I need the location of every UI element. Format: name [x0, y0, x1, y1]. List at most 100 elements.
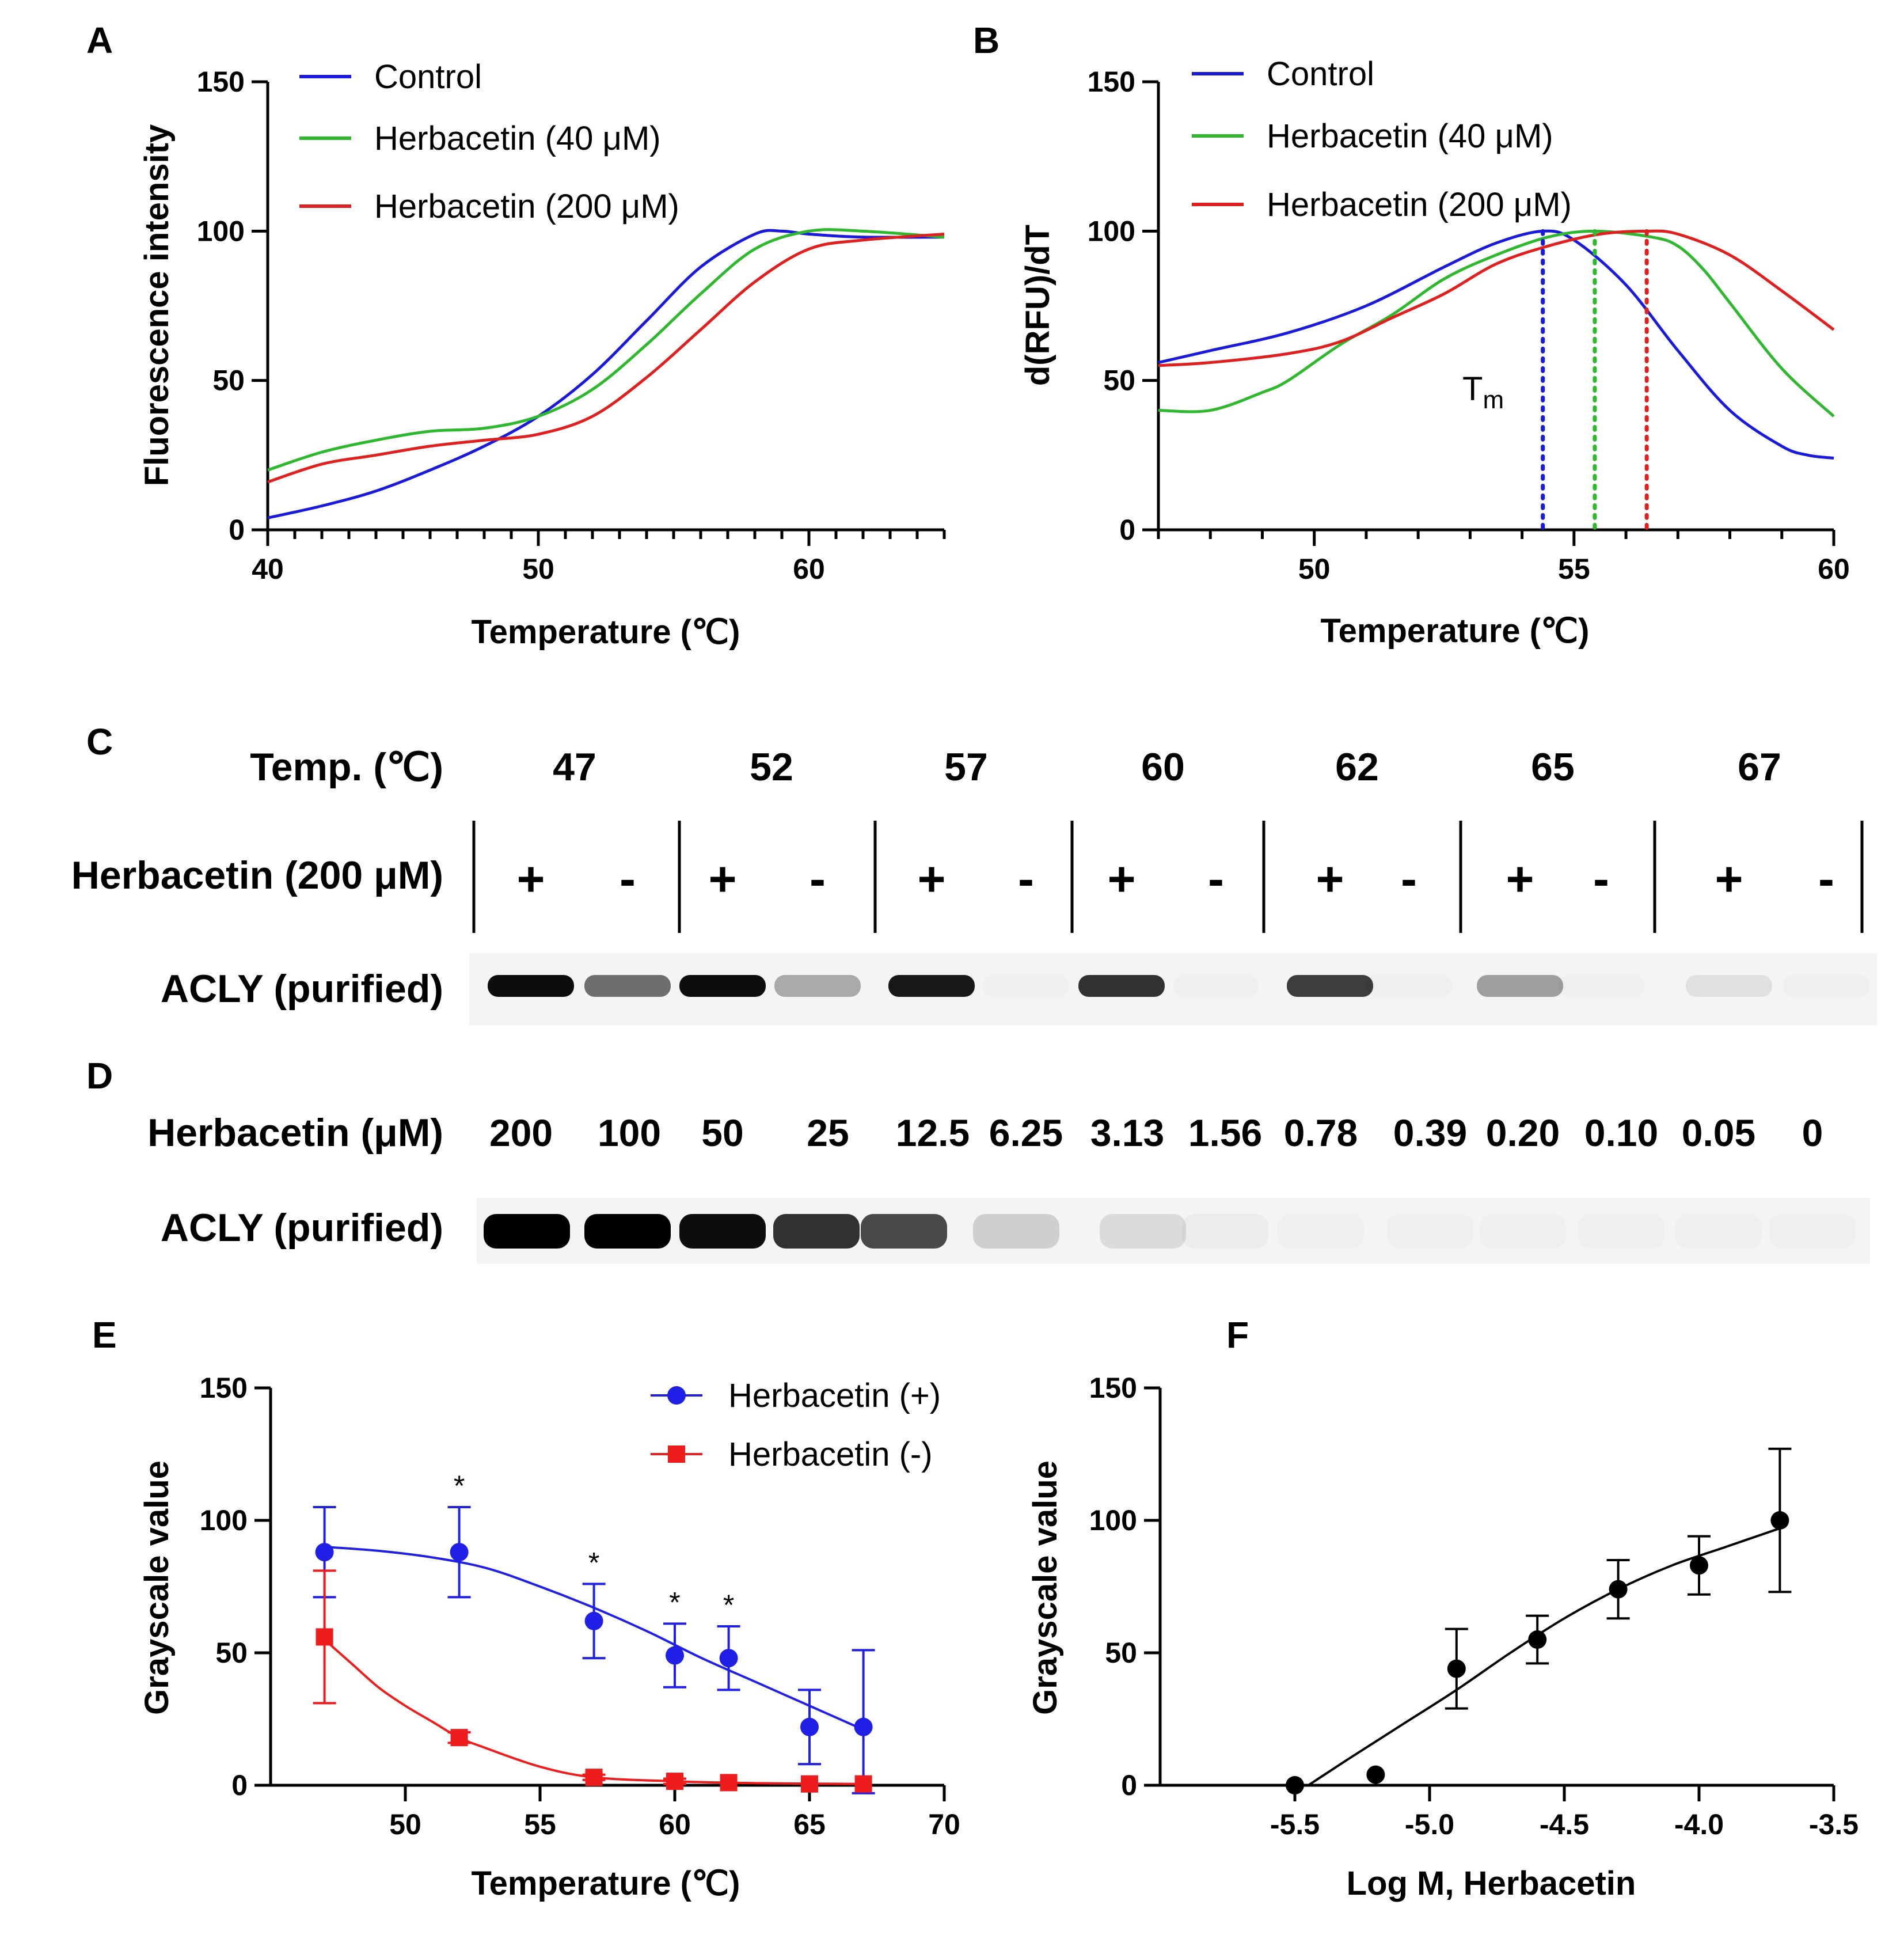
chart-e-point-plus	[719, 1649, 738, 1668]
chart-a-y-tick-label: 50	[212, 365, 245, 397]
chart-e-point-plus	[854, 1717, 873, 1736]
chart-b-series-line	[1158, 229, 1834, 460]
chart-e-y-tick-label: 0	[231, 1769, 248, 1801]
panel-c-band	[1173, 975, 1259, 997]
panel-d-band	[1182, 1214, 1268, 1249]
chart-e-fit-line	[324, 1638, 864, 1785]
chart-f-y-tick-label: 50	[1105, 1637, 1137, 1669]
chart-b-legend-label: Herbacetin (40 μM)	[1267, 117, 1553, 155]
chart-e-x-label: Temperature (℃)	[472, 1865, 740, 1902]
chart-e-x-tick-label: 70	[928, 1808, 960, 1841]
panel-d-band	[584, 1214, 671, 1249]
chart-e-significance: *	[588, 1546, 599, 1579]
chart-a-series-line	[267, 229, 945, 519]
chart-e-point-plus	[450, 1543, 469, 1562]
chart-a-legend-label: Herbacetin (40 μM)	[374, 120, 661, 157]
panel-d-conc-value: 0.05	[1682, 1111, 1755, 1154]
chart-e-point-minus	[666, 1773, 683, 1790]
chart-f-y-label: Grayscale value	[1027, 1460, 1064, 1715]
chart-e-legend-label: Herbacetin (+)	[728, 1377, 941, 1414]
chart-b-y-tick-label: 100	[1088, 215, 1135, 247]
chart-a-series-line	[267, 228, 945, 472]
panel-c-sign: -	[1208, 852, 1224, 906]
panel-c-temp-value: 57	[944, 745, 988, 789]
chart-e-point-minus	[854, 1775, 872, 1793]
panel-c-temp-value: 65	[1531, 745, 1575, 789]
chart-e-x-tick-label: 65	[793, 1808, 826, 1841]
chart-b-x-tick-label: 55	[1558, 553, 1590, 585]
panel-d-blot-label: ACLY (purified)	[161, 1206, 443, 1250]
panel-d-band	[1675, 1214, 1762, 1249]
panel-c-sign: +	[1506, 852, 1534, 906]
panel-c-sign: -	[1401, 852, 1417, 906]
panel-d-conc-value: 6.25	[989, 1111, 1063, 1154]
chart-f-point	[1690, 1556, 1708, 1575]
chart-f-x-tick-label: -5.5	[1270, 1808, 1320, 1841]
panel-d-band	[1480, 1214, 1566, 1249]
chart-a-legend-label: Control	[374, 58, 482, 96]
panel-letter-c: C	[86, 721, 113, 762]
chart-a-x-label: Temperature (℃)	[472, 613, 740, 651]
panel-c-temp-value: 52	[750, 745, 793, 789]
chart-e-y-tick-label: 100	[200, 1504, 248, 1536]
chart-f-x-label: Log M, Herbacetin	[1347, 1865, 1636, 1902]
chart-f-x-tick-label: -4.5	[1540, 1808, 1589, 1841]
chart-f-y-tick-label: 150	[1089, 1372, 1137, 1404]
chart-f-fit-line	[1308, 1527, 1781, 1786]
panel-d-band	[1278, 1214, 1364, 1249]
panel-d-conc-value: 100	[598, 1111, 661, 1154]
panel-d-band	[1100, 1214, 1186, 1249]
panel-c-sign: +	[917, 852, 945, 906]
chart-f-point	[1366, 1765, 1385, 1784]
panel-d-band	[1578, 1214, 1664, 1249]
chart-e-y-tick-label: 50	[215, 1637, 248, 1669]
panel-c-band	[1783, 975, 1869, 997]
panel-c-band	[1078, 975, 1165, 997]
chart-b-tm-subscript: m	[1483, 386, 1504, 414]
chart-f-point	[1528, 1630, 1547, 1649]
chart-a-y-label: Fluorescence intensity	[138, 124, 176, 487]
chart-f: 0 50 100 150 -5.5 -5.0 -4.5 -4.0 -3.5 Log M, Herb…	[1027, 1372, 1859, 1902]
panel-c-dividers	[472, 821, 1864, 933]
chart-a-x-tick-label: 50	[522, 553, 554, 585]
panel-c-bands	[488, 975, 1869, 997]
panel-c-band	[1558, 975, 1644, 997]
panel-c-sign: -	[620, 852, 636, 906]
panel-c-band	[888, 975, 975, 997]
chart-f-y-tick-label: 0	[1121, 1769, 1137, 1801]
panel-letter-f: F	[1226, 1314, 1249, 1356]
panel-c-sign: +	[1715, 852, 1743, 906]
chart-b-y-label: d(RFU)/dT	[1019, 225, 1056, 386]
panel-d-conc-value: 200	[489, 1111, 553, 1154]
panel-c-band	[774, 975, 861, 997]
chart-a-y-tick-label: 0	[229, 514, 245, 546]
panel-d-band	[973, 1214, 1059, 1249]
chart-e-y-label: Grayscale value	[138, 1460, 176, 1715]
panel-c: Temp. (℃) 47 52 57 60 62 65 67 Herbacetin (200…	[71, 745, 1877, 1025]
panel-d: Herbacetin (μM) 200 100 50 25 12.5 6.25 3.13 1.…	[147, 1111, 1870, 1264]
panel-d-conc-value: 0.39	[1393, 1111, 1467, 1154]
chart-b-legend-label: Herbacetin (200 μM)	[1267, 186, 1572, 223]
panel-c-band	[1287, 975, 1373, 997]
panel-d-conc-value: 3.13	[1090, 1111, 1164, 1154]
chart-a: 0 50 100 150 40 50 60 Temperature (℃) Fluorescen…	[138, 58, 946, 651]
panel-c-band	[1686, 975, 1772, 997]
chart-f-point	[1286, 1776, 1304, 1794]
panel-d-concs: 200 100 50 25 12.5 6.25 3.13 1.56 0.78 0.39 0.20 0.…	[489, 1111, 1823, 1154]
chart-e-legend-marker	[667, 1386, 686, 1405]
chart-e-significance: *	[669, 1586, 680, 1618]
panel-d-band	[861, 1214, 947, 1249]
chart-e-point-minus	[316, 1628, 333, 1646]
chart-a-x-tick-label: 40	[252, 553, 284, 585]
panel-c-sign: -	[810, 852, 826, 906]
panel-c-sign: +	[516, 852, 545, 906]
chart-a-y-tick-label: 100	[197, 215, 245, 247]
chart-e-legend-marker	[668, 1445, 685, 1463]
panel-c-temp-value: 62	[1335, 745, 1379, 789]
panel-d-band	[1387, 1214, 1473, 1249]
panel-d-band	[679, 1214, 766, 1249]
chart-b-x-tick-label: 60	[1818, 553, 1850, 585]
panel-d-conc-value: 0.78	[1284, 1111, 1358, 1154]
chart-e-x-tick-label: 50	[389, 1808, 421, 1841]
panel-c-temps: 47 52 57 60 62 65 67	[553, 745, 1781, 789]
